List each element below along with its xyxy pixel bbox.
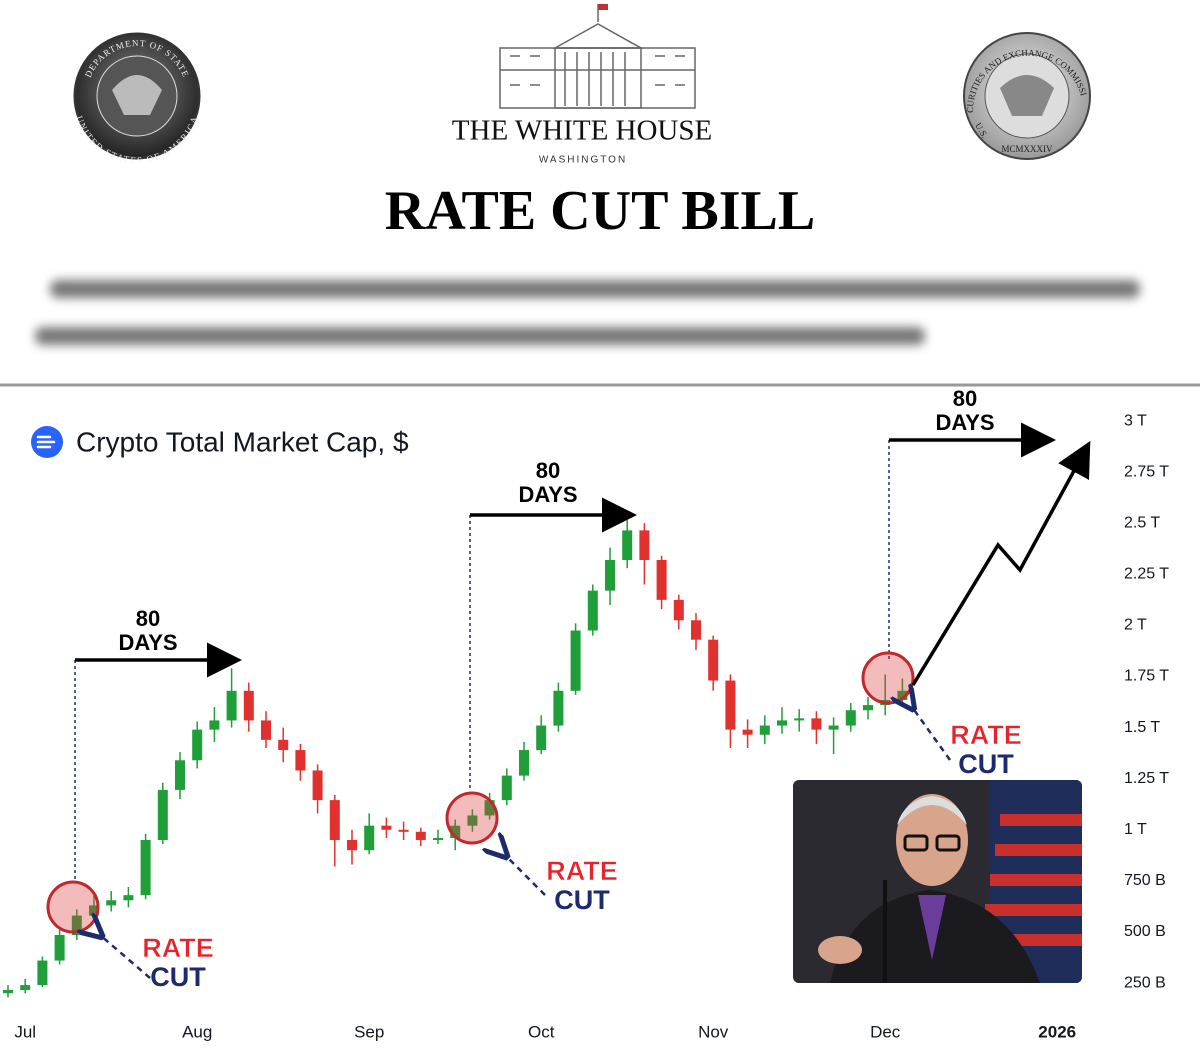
candle-body: [501, 775, 512, 801]
annotation-unit: DAYS: [118, 630, 177, 655]
candle-body: [347, 839, 357, 851]
candle-body: [863, 705, 873, 711]
candle-body: [106, 900, 117, 906]
candle-body: [845, 710, 856, 726]
y-tick-label: 2 T: [1124, 617, 1147, 634]
photo: [793, 780, 1082, 983]
blurred-text: [35, 280, 1140, 345]
candle-body: [519, 750, 529, 776]
candle-body: [605, 560, 615, 591]
rate-label: RATE: [142, 933, 214, 963]
candle-body: [54, 935, 65, 961]
candle-body: [20, 985, 31, 990]
y-tick-label: 1.75 T: [1124, 668, 1169, 685]
highlight-circle: [445, 791, 499, 845]
x-tick-label: Dec: [870, 1022, 901, 1041]
y-tick-label: 2.25 T: [1124, 566, 1169, 583]
candle-body: [398, 829, 409, 832]
candle-body: [123, 895, 134, 901]
candle-body: [157, 789, 168, 840]
candle-body: [777, 720, 787, 726]
annotation-unit: DAYS: [935, 410, 994, 435]
projection-arrow: [911, 440, 1091, 686]
candle-body: [89, 905, 99, 916]
annotation-number: 80: [536, 458, 560, 483]
y-tick-label: 2.5 T: [1124, 514, 1160, 531]
candle-body: [536, 725, 547, 751]
highlight-circle: [861, 651, 915, 705]
cut-label: CUT: [554, 885, 610, 915]
y-tick-label: 1.25 T: [1124, 770, 1169, 787]
x-tick-label: Aug: [182, 1022, 212, 1041]
chart-title: Crypto Total Market Cap, $: [76, 426, 409, 457]
candle-body: [587, 590, 598, 631]
candle-body: [828, 725, 839, 730]
candle-body: [673, 599, 684, 621]
rate-label: RATE: [950, 720, 1022, 750]
candle-body: [450, 825, 461, 838]
candle-body: [570, 630, 581, 691]
candle-body: [226, 690, 237, 721]
highlight-circle: [46, 880, 100, 934]
candle-body: [622, 530, 633, 561]
y-tick-label: 1 T: [1124, 821, 1147, 838]
y-tick-label: 3 T: [1124, 412, 1147, 429]
candle-body: [639, 530, 650, 561]
candle-body: [381, 825, 392, 830]
y-tick-label: 500 B: [1124, 923, 1166, 940]
candle-body: [725, 680, 736, 730]
candle-body: [37, 960, 48, 986]
y-tick-label: 250 B: [1124, 974, 1166, 991]
rate-label: RATE: [546, 856, 618, 886]
dashed-arrow: [505, 855, 546, 896]
annotation-number: 80: [953, 386, 977, 411]
candle-body: [261, 720, 271, 740]
y-tick-label: 1.5 T: [1124, 719, 1160, 736]
candle-body: [433, 837, 443, 840]
chart-icon: [31, 426, 63, 458]
candle-body: [364, 825, 375, 851]
white-house-title: THE WHITE HOUSE: [452, 115, 712, 147]
x-tick-label: Nov: [698, 1022, 729, 1041]
candle-body: [140, 839, 151, 896]
candle-body: [278, 739, 289, 751]
candle-body: [811, 718, 822, 730]
candle-body: [209, 720, 220, 730]
bill-title: RATE CUT BILL: [385, 180, 816, 242]
candle-body: [192, 729, 203, 761]
annotation-number: 80: [136, 606, 160, 631]
candle-body: [794, 718, 805, 721]
candle-body: [415, 831, 426, 840]
cut-label: CUT: [150, 962, 206, 992]
candle-body: [759, 725, 770, 735]
x-tick-label: Jul: [14, 1022, 36, 1041]
annotation-unit: DAYS: [518, 482, 577, 507]
candle-body: [175, 760, 185, 790]
candle-body: [708, 639, 719, 681]
candle-body: [553, 690, 564, 726]
candle-body: [243, 690, 254, 721]
x-tick-label: 2026: [1038, 1022, 1076, 1041]
x-tick-label: Oct: [528, 1022, 555, 1041]
candle-body: [484, 800, 495, 816]
cut-label: CUT: [958, 749, 1014, 779]
candle-body: [467, 815, 478, 826]
candle-body: [295, 750, 306, 771]
candle-body: [742, 729, 753, 735]
plot: 250 B 500 B 750 B 1 T 1.25 T 1.5 T 1.75 T 2 T 2.…: [3, 386, 1169, 1041]
candle-body: [656, 560, 667, 600]
white-house-subtitle: WASHINGTON: [539, 155, 627, 166]
seal-left: DEPARTMENT OF STATE UNITED STATES OF AME…: [73, 32, 201, 165]
candle-body: [312, 770, 323, 801]
dashed-arrow: [912, 707, 952, 761]
candle-body: [691, 620, 701, 640]
seal-text: MCMXXXIV: [1001, 144, 1053, 154]
y-tick-label: 750 B: [1124, 872, 1166, 889]
white-house-drawing: [499, 4, 696, 109]
y-tick-label: 2.75 T: [1124, 463, 1169, 480]
x-tick-label: Sep: [354, 1022, 384, 1041]
candle-body: [329, 800, 340, 840]
candle-body: [3, 989, 13, 994]
